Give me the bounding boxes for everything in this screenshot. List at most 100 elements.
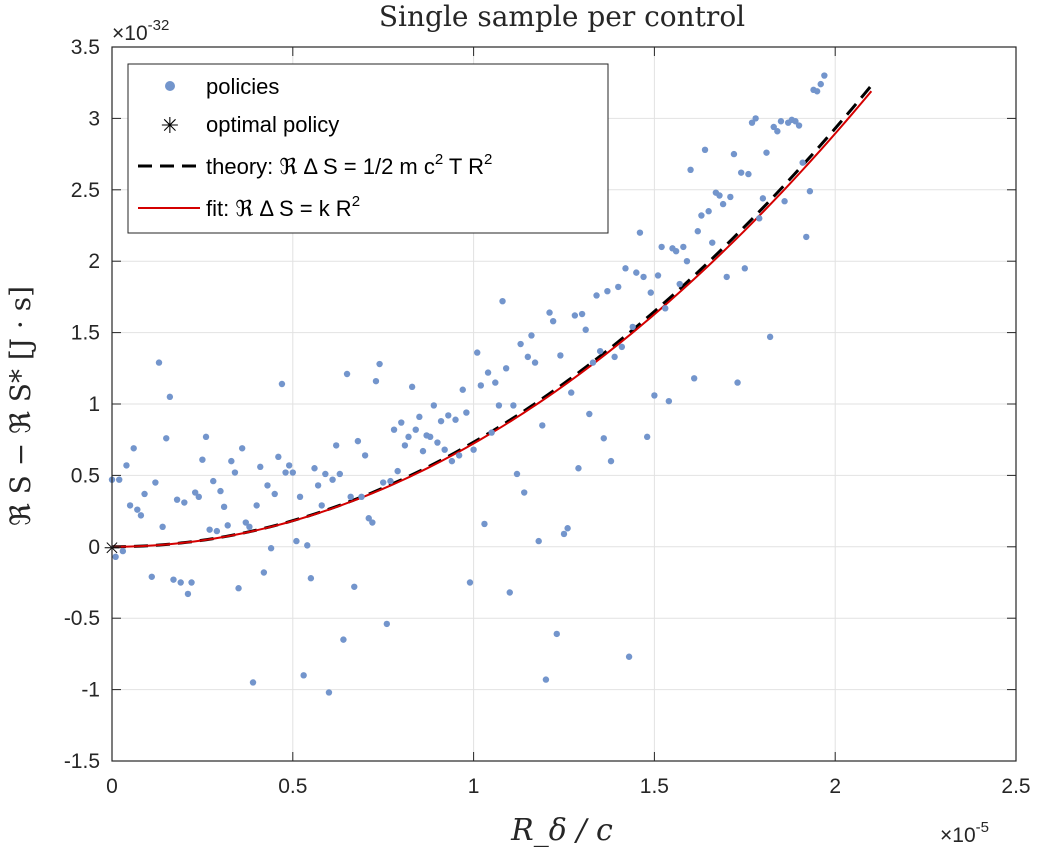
policy-point (206, 526, 213, 533)
policy-point (741, 265, 748, 272)
policy-point (383, 620, 391, 628)
y-tick-label: 0 (88, 536, 100, 559)
policy-point (365, 515, 372, 522)
policy-point (123, 462, 130, 469)
policy-point (756, 215, 763, 222)
y-exponent-label: ×10-32 (112, 17, 169, 45)
policy-point (184, 590, 192, 598)
policy-point (549, 317, 557, 325)
y-tick-label: 2 (88, 250, 100, 273)
policy-point (488, 429, 495, 436)
policy-point (792, 118, 799, 125)
policy-point (499, 297, 506, 305)
policy-point (777, 118, 785, 125)
policy-point (394, 467, 401, 475)
policy-point (437, 417, 445, 425)
policy-point (318, 502, 325, 509)
policy-point (354, 437, 362, 445)
policy-point (445, 412, 452, 419)
x-axis-label: R_δ / c (510, 813, 613, 848)
policy-point (781, 198, 788, 205)
policy-point (578, 310, 586, 318)
policy-point (202, 433, 210, 441)
policy-point (159, 523, 166, 531)
x-tick-label: 0 (106, 775, 118, 798)
policy-point (311, 465, 318, 472)
policy-point (463, 409, 470, 416)
policy-point (730, 150, 738, 158)
policy-point (253, 502, 260, 509)
policy-point (495, 402, 503, 409)
policy-point (568, 389, 575, 396)
legend: policies ✳ optimal policy theory: ℜ Δ S … (127, 63, 609, 234)
policy-point (658, 243, 665, 251)
policy-point (336, 470, 344, 478)
policy-point (322, 470, 329, 478)
policy-point (387, 477, 394, 485)
policy-point (625, 653, 633, 660)
policy-point (521, 489, 528, 496)
policy-point (662, 305, 669, 312)
policy-point (633, 269, 640, 276)
policy-point (622, 265, 629, 272)
policy-point (795, 122, 803, 129)
y-tick-label: -1.5 (64, 750, 100, 773)
axis-ticks: 0 0.5 1 1.5 2 2.5 -1.5 -1 -0.5 0 0.5 1 1.5 2 2.5 3 3.5 (64, 36, 1031, 798)
policy-point (524, 353, 532, 361)
policy-point (640, 273, 647, 281)
policy-point (582, 326, 589, 333)
policy-point (152, 479, 159, 486)
policy-point (542, 676, 550, 683)
policy-point (278, 380, 286, 388)
policy-point (130, 445, 137, 452)
policy-point (470, 446, 477, 453)
policy-point (774, 128, 781, 135)
x-exponent-label: ×10-5 (940, 819, 989, 847)
legend-label-theory: theory: ℜ Δ S = 1/2 m c2 T R2 (206, 151, 492, 179)
y-tick-label: 1 (88, 393, 100, 416)
policy-point (343, 370, 351, 378)
policy-point (412, 426, 419, 433)
policy-point (264, 482, 271, 489)
policy-point (719, 200, 727, 208)
policy-point (654, 272, 662, 279)
policy-point (539, 422, 546, 429)
y-tick-label: 1.5 (71, 322, 100, 345)
policy-point (672, 248, 680, 255)
policy-point (242, 519, 249, 526)
policy-point (304, 542, 311, 549)
policy-point (361, 452, 369, 459)
policy-point (763, 149, 770, 156)
policy-point (408, 383, 416, 391)
x-tick-label: 2.5 (1001, 775, 1030, 798)
policy-point (665, 397, 673, 405)
policy-point (405, 433, 412, 441)
policy-point (687, 166, 694, 174)
x-tick-label: 0.5 (278, 775, 307, 798)
policy-point (705, 208, 712, 215)
policy-point (803, 233, 810, 241)
legend-label-fit: fit: ℜ Δ S = k R2 (206, 193, 360, 221)
policy-point (235, 585, 242, 592)
legend-label-optimal: optimal policy (206, 112, 339, 137)
x-tick-label: 1.5 (640, 775, 669, 798)
policy-point (528, 332, 535, 339)
policy-point (416, 413, 423, 421)
policy-point (589, 359, 597, 366)
policy-point (358, 493, 365, 501)
policy-point (701, 146, 709, 154)
policy-point (821, 72, 828, 79)
policy-point (267, 545, 275, 552)
policy-point (347, 493, 354, 501)
policy-point (220, 503, 228, 511)
policy-point (448, 457, 456, 465)
policy-point (401, 442, 409, 449)
policy-point (289, 469, 296, 476)
policy-point (119, 547, 127, 555)
policy-point (506, 589, 513, 596)
policy-point (600, 435, 607, 442)
policy-point (166, 393, 174, 401)
policy-point (314, 482, 322, 489)
policy-point (629, 323, 636, 331)
